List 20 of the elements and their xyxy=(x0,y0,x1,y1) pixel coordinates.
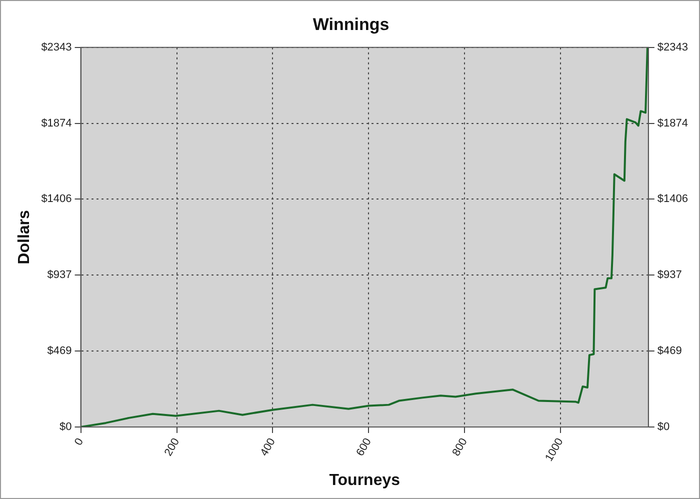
y-tick-label: $2343 xyxy=(41,41,72,54)
y2-tick-label: $2343 xyxy=(657,41,688,54)
x-tick-label: 200 xyxy=(162,436,182,458)
y-axis-title: Dollars xyxy=(16,210,34,264)
y2-tick-label: $1874 xyxy=(657,117,688,130)
y-tick-label: $937 xyxy=(47,269,72,282)
y2-tick-label: $1406 xyxy=(657,193,688,206)
x-tick-label: 0 xyxy=(72,436,86,448)
chart-title: Winnings xyxy=(312,14,390,34)
x-axis-title: Tourneys xyxy=(329,472,400,489)
y2-tick-label: $469 xyxy=(657,345,682,358)
y-tick-label: $469 xyxy=(47,345,72,358)
x-tick-label: 600 xyxy=(354,436,374,458)
x-tick-label: 400 xyxy=(258,436,278,458)
y2-tick-label: $937 xyxy=(657,269,682,282)
y-tick-label: $1406 xyxy=(41,193,72,206)
y2-tick-label: $0 xyxy=(657,421,670,434)
x-tick-label: 800 xyxy=(450,436,470,458)
y-tick-label: $0 xyxy=(60,421,72,434)
y-tick-label: $1874 xyxy=(41,117,72,130)
